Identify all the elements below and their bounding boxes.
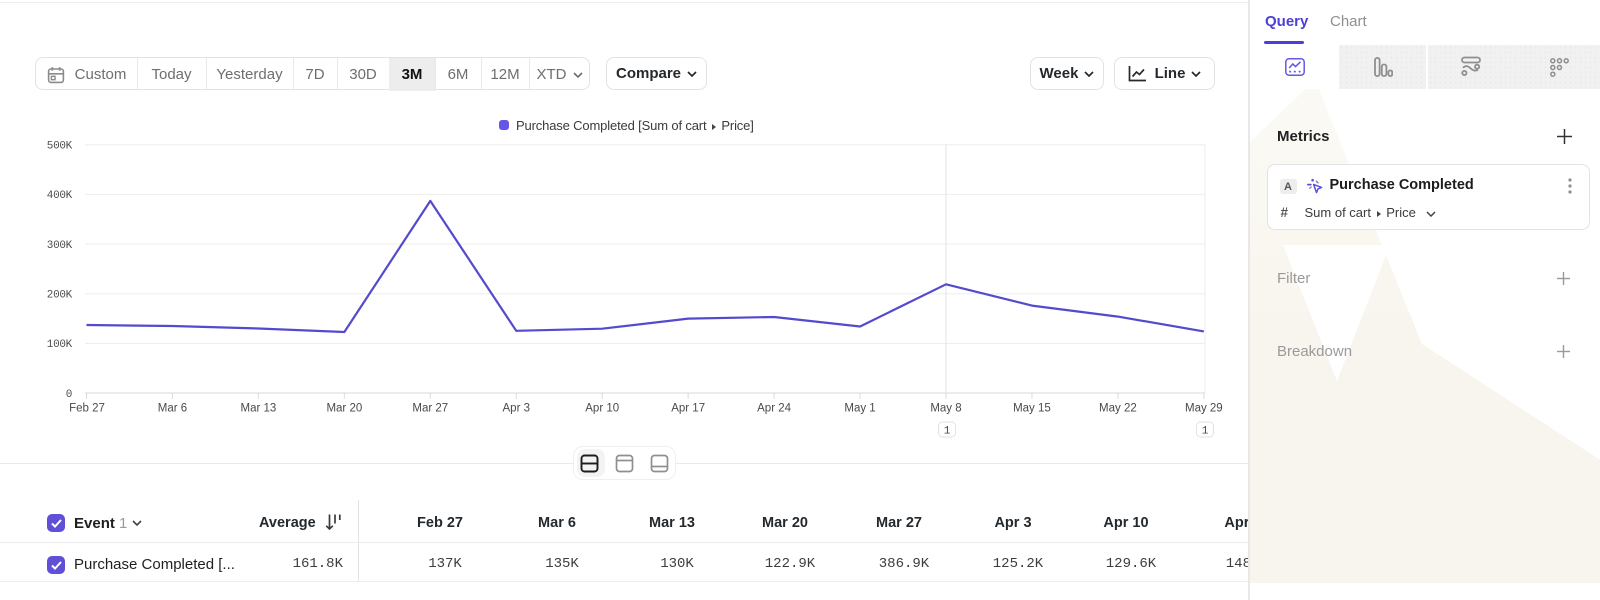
svg-text:Mar 27: Mar 27 xyxy=(412,403,448,415)
svg-text:Mar 6: Mar 6 xyxy=(158,403,187,415)
svg-text:1: 1 xyxy=(944,426,951,438)
svg-text:Apr 3: Apr 3 xyxy=(503,403,531,415)
svg-text:0: 0 xyxy=(66,389,72,401)
svg-text:Mar 20: Mar 20 xyxy=(326,403,362,415)
svg-text:May 15: May 15 xyxy=(1013,403,1051,415)
svg-text:1: 1 xyxy=(1202,426,1209,438)
svg-text:Apr 17: Apr 17 xyxy=(671,403,705,415)
svg-text:200K: 200K xyxy=(47,290,73,302)
svg-text:Mar 13: Mar 13 xyxy=(241,403,277,415)
svg-text:May 22: May 22 xyxy=(1099,403,1137,415)
svg-text:100K: 100K xyxy=(47,339,73,351)
svg-text:Apr 24: Apr 24 xyxy=(757,403,791,415)
svg-text:300K: 300K xyxy=(47,240,73,252)
svg-text:May 29: May 29 xyxy=(1185,403,1223,415)
svg-text:Feb 27: Feb 27 xyxy=(69,403,105,415)
svg-text:May 8: May 8 xyxy=(930,403,961,415)
svg-text:400K: 400K xyxy=(47,190,73,202)
svg-text:Apr 10: Apr 10 xyxy=(585,403,619,415)
svg-text:500K: 500K xyxy=(47,141,73,153)
svg-text:May 1: May 1 xyxy=(844,403,875,415)
